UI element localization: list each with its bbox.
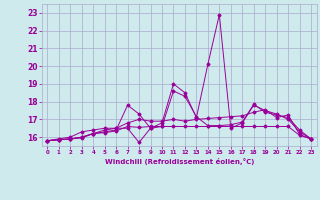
X-axis label: Windchill (Refroidissement éolien,°C): Windchill (Refroidissement éolien,°C): [105, 158, 254, 165]
